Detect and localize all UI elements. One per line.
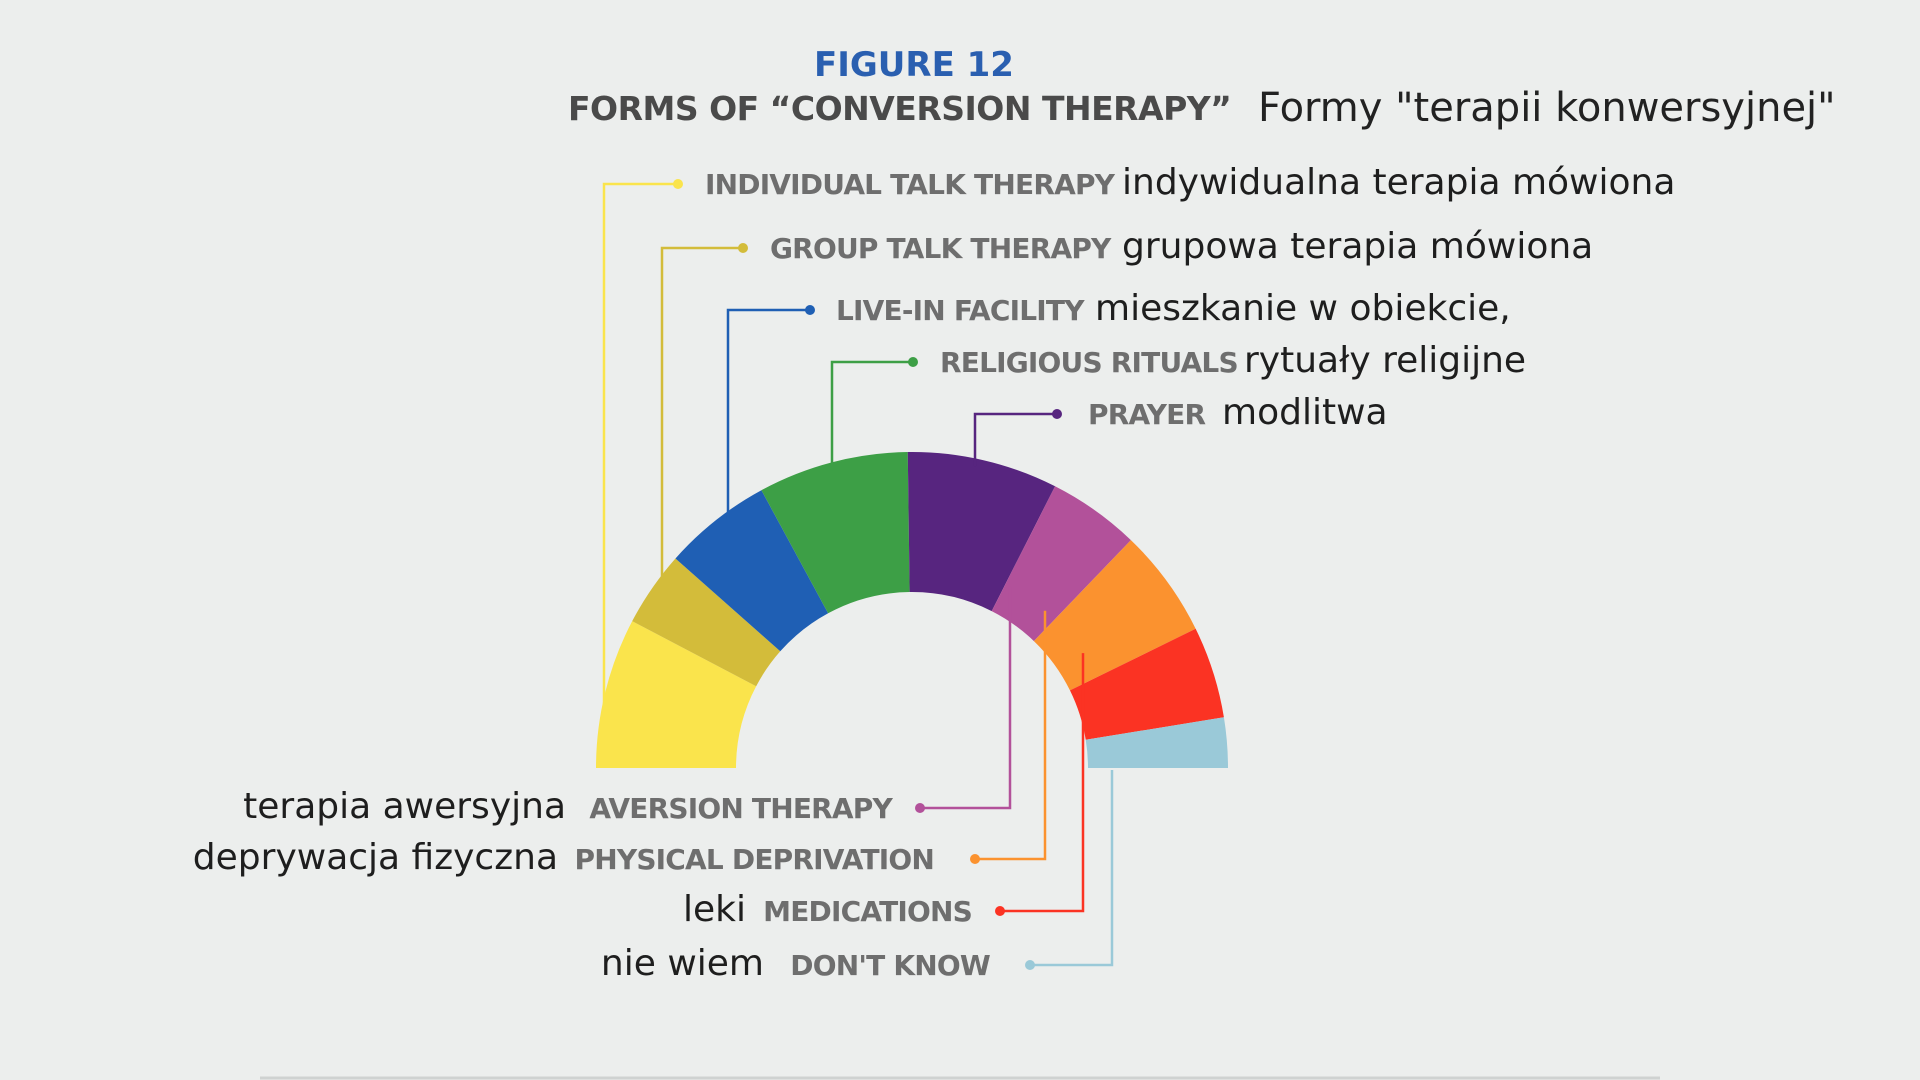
label-pl-medications: leki [683, 889, 746, 930]
slice-individual-talk-therapy [596, 621, 757, 768]
label-en-group-talk-therapy: GROUP TALK THERAPY [770, 232, 1112, 265]
callout-dot-aversion-therapy [915, 803, 925, 813]
slice-group-talk-therapy [632, 558, 781, 687]
callout-dot-live-in-facility [805, 305, 815, 315]
slice-live-in-facility [675, 490, 829, 652]
callout-line-prayer [973, 412, 1057, 467]
callout-line-medications [1000, 653, 1085, 913]
donut-slices [596, 452, 1228, 768]
slice-medications [1069, 628, 1224, 740]
label-pl-aversion-therapy: terapia awersyjna [243, 786, 566, 827]
label-en-physical-deprivation: PHYSICAL DEPRIVATION [574, 843, 934, 876]
label-en-medications: MEDICATIONS [763, 895, 972, 928]
callout-dot-individual-talk-therapy [673, 179, 683, 189]
callout-dot-physical-deprivation [970, 854, 980, 864]
callout-line-don-t-know [1030, 770, 1114, 967]
slice-prayer [907, 452, 1056, 612]
slice-don-t-know [1085, 717, 1228, 768]
callout-lines [602, 179, 1114, 970]
callout-line-individual-talk-therapy [602, 182, 678, 706]
slice-physical-deprivation [1033, 540, 1196, 691]
callout-dot-religious-rituals [908, 357, 918, 367]
callout-line-aversion-therapy [920, 586, 1012, 810]
callout-line-religious-rituals [830, 360, 913, 471]
label-pl-prayer: modlitwa [1222, 392, 1388, 433]
label-pl-don-t-know: nie wiem [601, 943, 764, 984]
callout-dot-group-talk-therapy [738, 243, 748, 253]
callout-line-physical-deprivation [975, 610, 1047, 861]
label-pl-physical-deprivation: deprywacja fizyczna [193, 837, 558, 878]
slice-aversion-therapy [991, 486, 1131, 642]
label-en-don-t-know: DON'T KNOW [790, 949, 991, 982]
label-pl-individual-talk-therapy: indywidualna terapia mówiona [1122, 162, 1675, 203]
label-en-aversion-therapy: AVERSION THERAPY [589, 792, 893, 825]
chart-title-en: FORMS OF “CONVERSION THERAPY” [568, 89, 1231, 128]
label-en-religious-rituals: RELIGIOUS RITUALS [940, 346, 1238, 379]
callout-line-live-in-facility [726, 308, 810, 520]
label-en-live-in-facility: LIVE-IN FACILITY [836, 294, 1085, 327]
chart-title-pl: Formy "terapii konwersyjnej" [1258, 85, 1836, 131]
callout-dot-don-t-know [1025, 960, 1035, 970]
callout-dot-medications [995, 906, 1005, 916]
label-pl-live-in-facility: mieszkanie w obiekcie, [1095, 288, 1511, 329]
callout-dot-prayer [1052, 409, 1062, 419]
label-en-individual-talk-therapy: INDIVIDUAL TALK THERAPY [705, 168, 1116, 201]
callout-line-group-talk-therapy [660, 246, 743, 583]
label-pl-group-talk-therapy: grupowa terapia mówiona [1122, 226, 1593, 267]
category-labels: INDIVIDUAL TALK THERAPY indywidualna tera… [193, 162, 1676, 984]
figure-label: FIGURE 12 [814, 45, 1014, 85]
slice-religious-rituals [761, 452, 910, 614]
label-pl-religious-rituals: rytuały religijne [1244, 340, 1526, 381]
label-en-prayer: PRAYER [1088, 398, 1205, 431]
